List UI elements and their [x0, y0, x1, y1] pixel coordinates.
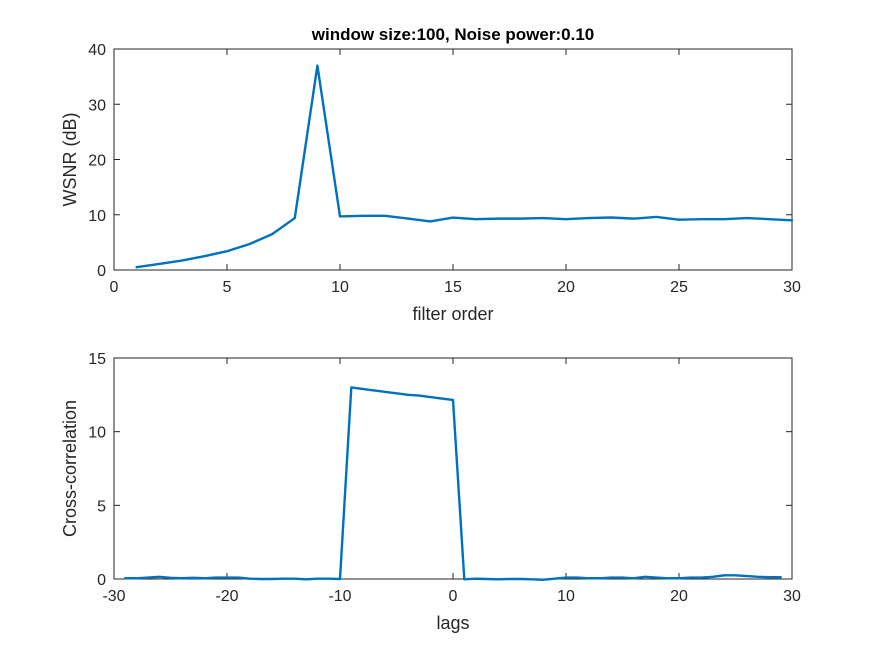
- top-plot-y-axis-label: WSNR (dB): [60, 113, 80, 207]
- top-plot-series-line: [135, 64, 794, 269]
- bottom-plot: -30 -20 -10 0 10 20 30 0 5 10 15 lags Cross-correlat…: [60, 351, 801, 633]
- bottom-plot-x-tick-label: 30: [783, 588, 801, 605]
- bottom-plot-x-tick-label: -10: [328, 588, 351, 605]
- bottom-plot-y-tick-label: 0: [97, 572, 106, 589]
- bottom-plot-x-axis-label: lags: [436, 613, 469, 633]
- top-plot: 0 5 10 15 20 25 30 0 10 20 30 40 filter order WSNR (d…: [60, 25, 801, 324]
- top-plot-axes-box: [113, 48, 793, 271]
- bottom-plot-y-tick-label: 10: [88, 425, 106, 442]
- top-plot-x-tick-label: 5: [223, 279, 232, 296]
- bottom-plot-y-tick-label: 5: [97, 498, 106, 515]
- bottom-plot-y-axis-label: Cross-correlation: [60, 400, 80, 537]
- bottom-plot-y-tick-label: 15: [88, 351, 106, 368]
- bottom-plot-x-tick-label: -20: [215, 588, 238, 605]
- top-plot-y-tick-label: 20: [88, 153, 106, 170]
- top-plot-y-tick-label: 40: [88, 42, 106, 59]
- bottom-plot-x-tick-label: 10: [557, 588, 575, 605]
- bottom-plot-x-tick-label: 20: [670, 588, 688, 605]
- top-plot-x-tick-label: 10: [331, 279, 349, 296]
- top-plot-x-axis-label: filter order: [412, 304, 493, 324]
- top-plot-x-tick-label: 25: [670, 279, 688, 296]
- top-plot-x-tick-label: 30: [783, 279, 801, 296]
- top-plot-y-tick-label: 30: [88, 97, 106, 114]
- bottom-plot-series-line: [124, 386, 782, 581]
- bottom-plot-x-tick-label: 0: [449, 588, 458, 605]
- top-plot-x-tick-label: 15: [444, 279, 462, 296]
- top-plot-title: window size:100, Noise power:0.10: [311, 25, 594, 44]
- top-plot-x-tick-label: 0: [110, 279, 119, 296]
- bottom-plot-x-tick-label: -30: [102, 588, 125, 605]
- top-plot-x-tick-label: 20: [557, 279, 575, 296]
- top-plot-y-tick-label: 10: [88, 208, 106, 225]
- bottom-plot-axes-box: [113, 357, 793, 580]
- top-plot-y-tick-label: 0: [97, 263, 106, 280]
